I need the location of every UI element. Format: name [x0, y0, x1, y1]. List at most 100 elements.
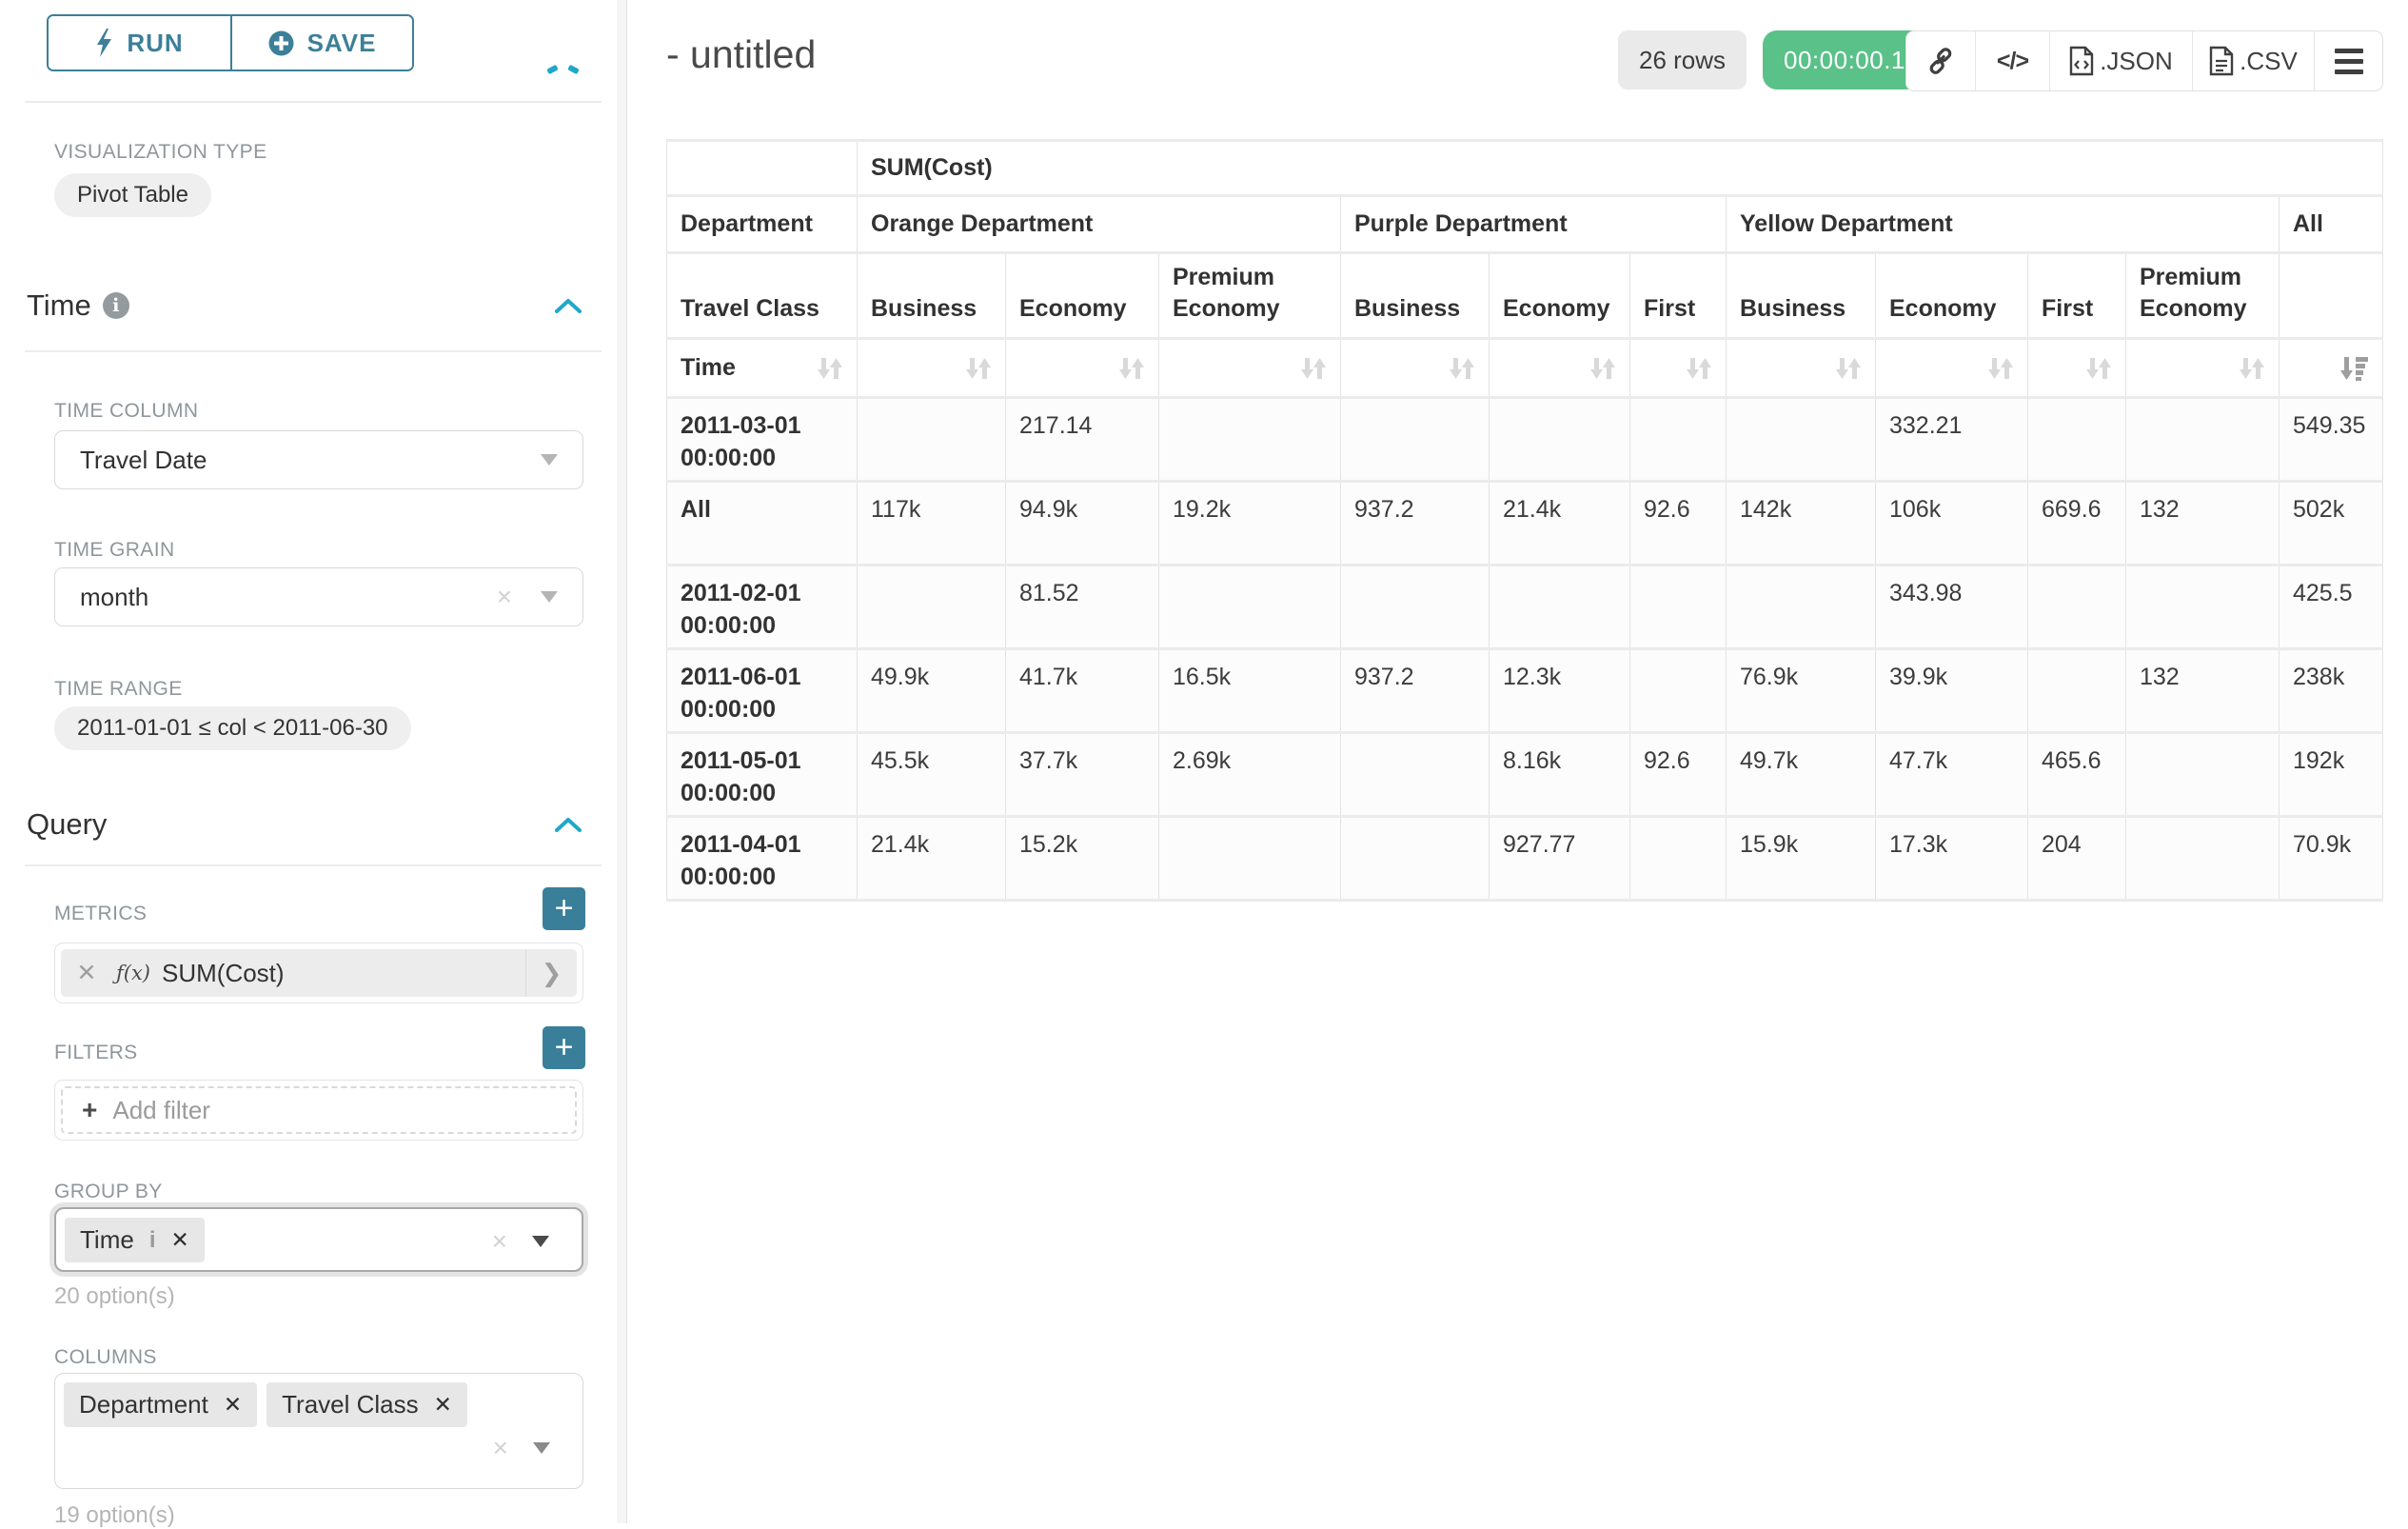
- info-icon[interactable]: i: [103, 292, 129, 319]
- sort-icon[interactable]: [1300, 356, 1327, 381]
- add-metric-button[interactable]: +: [543, 887, 585, 930]
- value-cell: [858, 398, 1006, 482]
- filters-control: + Add filter: [54, 1080, 583, 1141]
- sort-icon[interactable]: [2085, 356, 2112, 381]
- table-row: 2011-04-01 00:00:0021.4k15.2k927.7715.9k…: [667, 817, 2383, 901]
- sort-icon[interactable]: [1686, 356, 1712, 381]
- travel-class-cell: First: [2028, 253, 2126, 339]
- time-column-value: Travel Date: [80, 446, 207, 475]
- travel-class-cell: First: [1630, 253, 1727, 339]
- more-options-button[interactable]: [2314, 31, 2382, 90]
- sort-icon[interactable]: [2239, 356, 2265, 381]
- visualization-type-pill[interactable]: Pivot Table: [54, 173, 211, 217]
- sort-icon[interactable]: [817, 356, 843, 381]
- add-filter-dropzone[interactable]: + Add filter: [61, 1086, 577, 1134]
- value-cell: 669.6: [2028, 482, 2126, 566]
- add-filter-button[interactable]: +: [543, 1026, 585, 1069]
- embed-code-button[interactable]: </>: [1975, 31, 2049, 90]
- dimension-tag[interactable]: Department✕: [64, 1382, 257, 1427]
- table-row: 2011-06-01 00:00:0049.9k41.7k16.5k937.21…: [667, 649, 2383, 733]
- fx-icon: ƒ(x): [116, 962, 150, 984]
- value-cell: 332.21: [1876, 398, 2028, 482]
- chevron-up-icon[interactable]: [554, 298, 582, 314]
- value-cell: 92.6: [1630, 482, 1727, 566]
- copy-link-button[interactable]: [1906, 31, 1975, 90]
- time-grain-label: TIME GRAIN: [54, 539, 175, 562]
- query-section-title: Query: [27, 807, 107, 842]
- chevron-down-icon[interactable]: [541, 454, 558, 466]
- value-cell: 15.2k: [1006, 817, 1159, 901]
- remove-tag-icon[interactable]: ✕: [224, 1392, 242, 1418]
- value-cell: 70.9k: [2280, 817, 2383, 901]
- row-label-cell: 2011-06-01 00:00:00: [667, 649, 858, 733]
- remove-tag-icon[interactable]: ✕: [434, 1392, 452, 1418]
- metrics-label: METRICS: [54, 903, 147, 925]
- row-label-cell: 2011-03-01 00:00:00: [667, 398, 858, 482]
- chevron-down-icon[interactable]: [533, 1442, 550, 1454]
- metric-control[interactable]: ✕ ƒ(x) SUM(Cost) ❯: [54, 943, 583, 1003]
- export-csv-button[interactable]: .CSV: [2192, 31, 2314, 90]
- value-cell: 937.2: [1341, 482, 1490, 566]
- value-cell: 16.5k: [1159, 649, 1341, 733]
- sort-icon[interactable]: [1987, 356, 2014, 381]
- export-json-button[interactable]: .JSON: [2049, 31, 2192, 90]
- sort-desc-icon[interactable]: [2340, 355, 2369, 382]
- value-cell: [2126, 398, 2280, 482]
- time-dimension-label: Time: [681, 354, 736, 382]
- value-cell: 8.16k: [1490, 733, 1630, 817]
- metric-body: ƒ(x) SUM(Cost): [112, 959, 525, 988]
- dimension-tag[interactable]: Timei✕: [65, 1218, 205, 1262]
- dimension-tag[interactable]: Travel Class✕: [266, 1382, 467, 1427]
- clear-icon[interactable]: ×: [497, 582, 512, 612]
- export-json-label: .JSON: [2100, 47, 2173, 76]
- remove-tag-icon[interactable]: ✕: [170, 1227, 188, 1253]
- value-cell: 217.14: [1006, 398, 1159, 482]
- save-button[interactable]: SAVE: [230, 16, 412, 70]
- value-cell: 37.7k: [1006, 733, 1159, 817]
- clear-icon[interactable]: ×: [492, 1226, 507, 1257]
- value-cell: 47.7k: [1876, 733, 2028, 817]
- department-group-cell: Yellow Department: [1727, 196, 2280, 253]
- run-button[interactable]: RUN: [49, 16, 230, 70]
- group-by-select[interactable]: Timei✕ ×: [54, 1207, 583, 1272]
- value-cell: [2028, 649, 2126, 733]
- metric-name: SUM(Cost): [162, 959, 285, 988]
- value-cell: 937.2: [1341, 649, 1490, 733]
- corner-cell: [667, 141, 858, 196]
- time-column-select[interactable]: Travel Date: [54, 430, 583, 489]
- chevron-down-icon[interactable]: [532, 1236, 549, 1247]
- chevron-down-icon[interactable]: [541, 591, 558, 603]
- time-column-label: TIME COLUMN: [54, 400, 198, 423]
- expand-metric-icon[interactable]: ❯: [525, 949, 577, 997]
- value-cell: 21.4k: [1490, 482, 1630, 566]
- value-cell: [2028, 566, 2126, 649]
- value-cell: [1630, 566, 1727, 649]
- remove-metric-icon[interactable]: ✕: [61, 959, 112, 987]
- time-grain-select[interactable]: month ×: [54, 567, 583, 626]
- sort-cell: [1630, 339, 1727, 398]
- chevron-up-icon[interactable]: [554, 817, 582, 833]
- table-row: All117k94.9k19.2k937.221.4k92.6142k106k6…: [667, 482, 2383, 566]
- columns-select[interactable]: Department✕Travel Class✕ ×: [54, 1373, 583, 1489]
- sort-icon[interactable]: [1449, 356, 1475, 381]
- value-cell: 106k: [1876, 482, 2028, 566]
- panel-scrollbar[interactable]: [617, 0, 626, 1523]
- value-cell: 549.35: [2280, 398, 2383, 482]
- sort-cell: [2126, 339, 2280, 398]
- sort-icon[interactable]: [1589, 356, 1616, 381]
- info-icon[interactable]: i: [149, 1227, 156, 1254]
- travel-class-header-row: Travel ClassBusinessEconomyPremium Econo…: [667, 253, 2383, 339]
- value-cell: 12.3k: [1490, 649, 1630, 733]
- time-dimension-cell: Time: [667, 339, 858, 398]
- clear-icon[interactable]: ×: [493, 1433, 508, 1463]
- value-cell: [2126, 817, 2280, 901]
- chart-type-collapse-chevron-tip: [567, 65, 580, 74]
- time-range-pill[interactable]: 2011-01-01 ≤ col < 2011-06-30: [54, 706, 411, 750]
- query-section-header: Query: [27, 807, 582, 842]
- travel-class-cell: Economy: [1006, 253, 1159, 339]
- sort-icon[interactable]: [965, 356, 992, 381]
- sort-icon[interactable]: [1118, 356, 1145, 381]
- columns-options-hint: 19 option(s): [54, 1502, 175, 1529]
- sort-icon[interactable]: [1835, 356, 1862, 381]
- chart-title[interactable]: - untitled: [666, 32, 816, 77]
